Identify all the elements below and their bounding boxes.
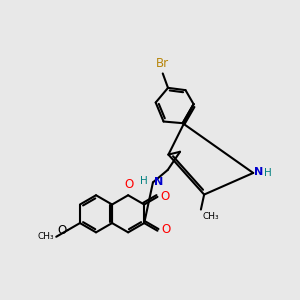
Text: CH₃: CH₃ <box>37 232 54 241</box>
Text: Br: Br <box>156 57 169 70</box>
Text: CH₃: CH₃ <box>202 212 219 221</box>
Text: O: O <box>161 223 170 236</box>
Text: N: N <box>154 177 163 188</box>
Text: H: H <box>263 168 271 178</box>
Text: O: O <box>124 178 134 191</box>
Text: O: O <box>57 224 66 237</box>
Text: N: N <box>254 167 263 177</box>
Text: H: H <box>140 176 148 186</box>
Text: O: O <box>160 190 170 203</box>
